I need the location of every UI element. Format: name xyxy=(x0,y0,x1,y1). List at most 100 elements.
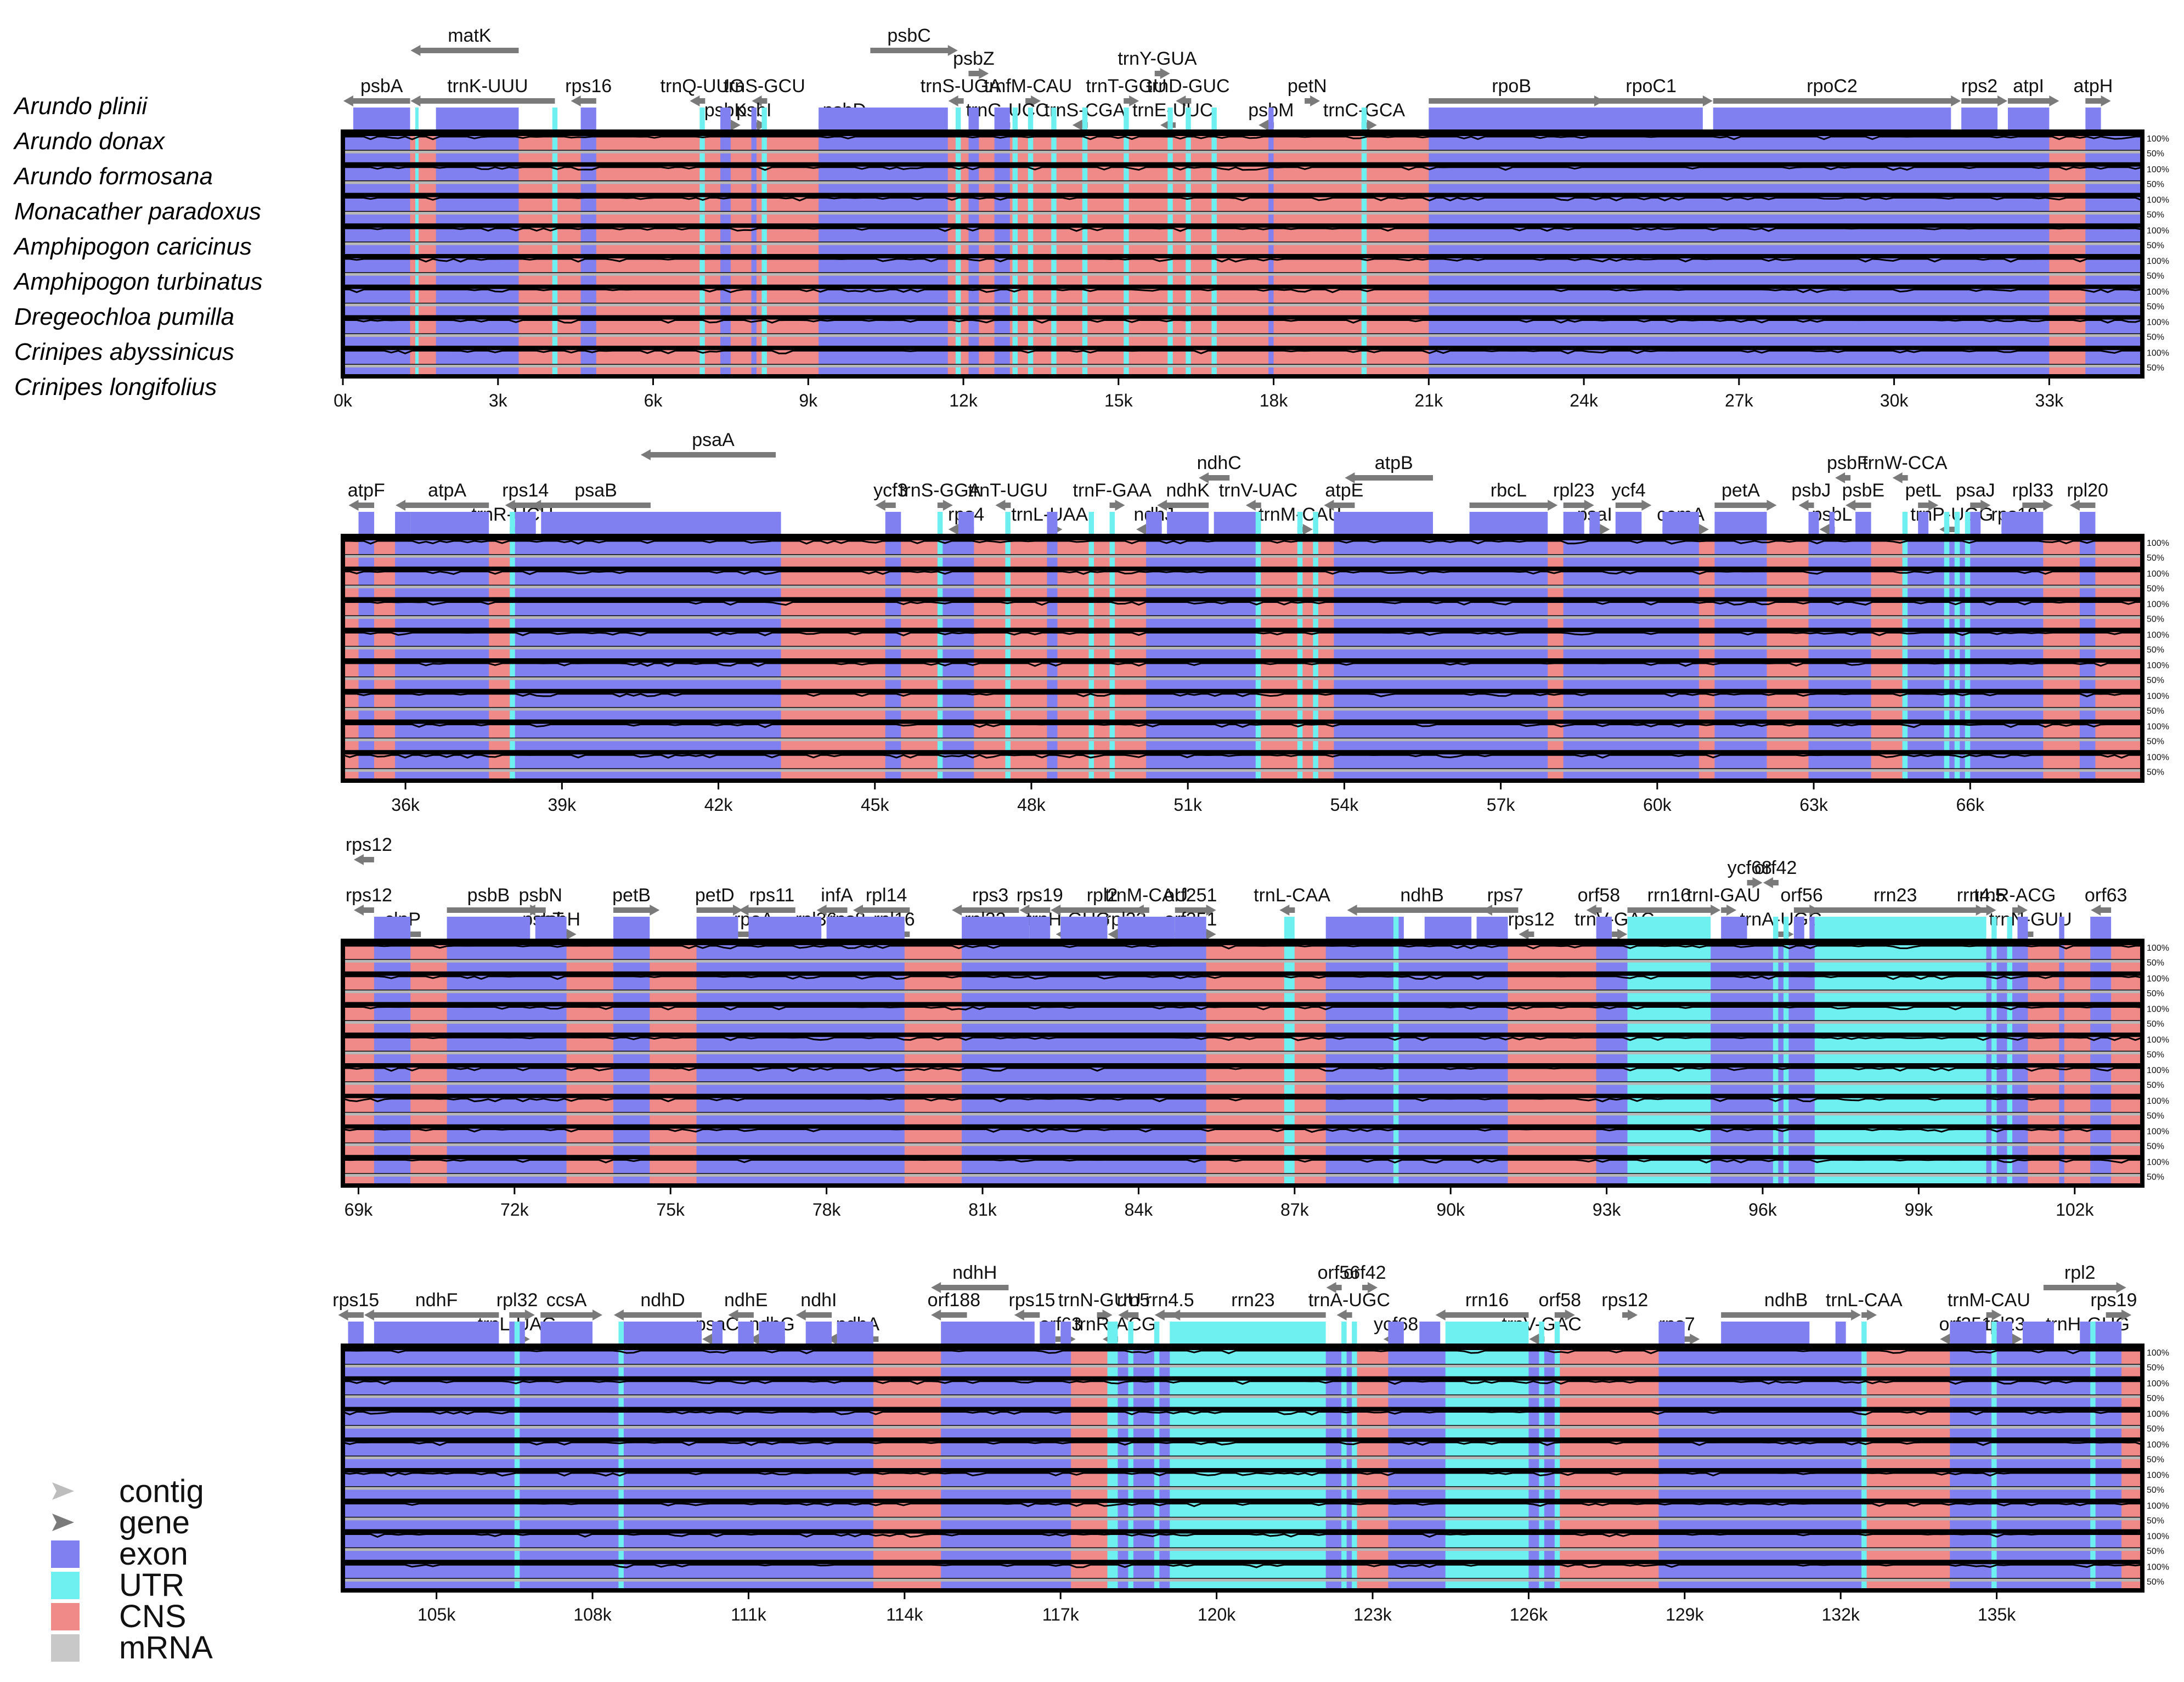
utr-feature xyxy=(1944,512,1950,536)
gene-arrow-petn xyxy=(1305,95,1320,106)
utr-feature xyxy=(552,108,558,132)
exon-feature xyxy=(2001,512,2044,536)
exon-feature xyxy=(1214,512,1261,536)
gene-label-rps15: rps15 xyxy=(332,1290,379,1311)
percent-label-50: 50% xyxy=(2147,1394,2164,1403)
legend-swatch-cns xyxy=(51,1603,80,1630)
gene-arrow-psbn xyxy=(525,905,546,916)
exon-feature xyxy=(1596,917,1612,941)
utr-feature xyxy=(2007,917,2013,941)
gene-label-rps12: rps12 xyxy=(346,834,392,855)
track-separator xyxy=(343,162,2142,167)
axis-tick-label: 123k xyxy=(1353,1605,1392,1624)
utr-feature xyxy=(1393,917,1399,941)
panel-frame xyxy=(341,1344,2145,1593)
exon-feature xyxy=(2090,917,2112,941)
conservation-profile xyxy=(342,540,2143,556)
conservation-profile xyxy=(342,975,2143,991)
gene-arrow-rps19 xyxy=(1019,905,1051,916)
gene-arrow-trnr-acg xyxy=(2012,905,2028,916)
exon-feature xyxy=(436,108,519,132)
exon-feature xyxy=(1950,1322,1987,1346)
exon-feature xyxy=(1714,512,1767,536)
profile-baseline xyxy=(343,708,2142,711)
track-separator xyxy=(343,628,2142,633)
exon-feature xyxy=(2080,1322,2122,1346)
percent-label-50: 50% xyxy=(2147,1020,2164,1029)
utr-feature xyxy=(1861,1322,1867,1346)
percent-label-100: 100% xyxy=(2147,134,2169,144)
axis-tick-label: 36k xyxy=(391,795,420,815)
percent-label-100: 100% xyxy=(2147,318,2169,328)
percent-label-50: 50% xyxy=(2147,180,2164,189)
axis-tick-label: 21k xyxy=(1415,391,1444,410)
gene-arrow-rpl32 xyxy=(509,1310,535,1320)
conservation-profile xyxy=(342,601,2143,617)
gene-arrow-trnd-guc xyxy=(1176,95,1192,106)
percent-label-100: 100% xyxy=(2147,226,2169,235)
exon-feature xyxy=(2079,512,2096,536)
axis-tick-label: 72k xyxy=(500,1200,529,1220)
axis-tick-label: 105k xyxy=(417,1605,456,1624)
gene-arrow-ycf3 xyxy=(875,500,896,511)
percent-label-50: 50% xyxy=(2147,1547,2164,1556)
gene-label-ndhb: ndhB xyxy=(1764,1290,1808,1311)
utr-feature xyxy=(1167,108,1173,132)
utr-feature xyxy=(1313,512,1318,536)
gene-label-trny-gua: trnY-GUA xyxy=(1118,48,1197,69)
percent-label-50: 50% xyxy=(2147,333,2164,342)
exon-feature xyxy=(1809,917,1815,941)
conservation-profile xyxy=(342,945,2143,961)
utr-feature xyxy=(1352,1322,1357,1346)
axis-tick-label: 3k xyxy=(489,391,508,410)
gene-arrow-orf56 xyxy=(1326,1282,1342,1293)
profile-baseline xyxy=(343,769,2142,772)
profile-baseline xyxy=(343,738,2142,742)
gene-arrow-psbz xyxy=(968,68,989,79)
gene-label-trni-gau: trnI-GAU xyxy=(1687,885,1760,906)
gene-label-matk: matK xyxy=(448,25,492,46)
profile-baseline xyxy=(343,616,2142,619)
gene-arrow-ndhd xyxy=(613,1310,702,1320)
utr-feature xyxy=(1445,1322,1529,1346)
exon-feature xyxy=(1469,512,1548,536)
axis-tick-label: 111k xyxy=(731,1605,767,1624)
gene-arrow-ndhi xyxy=(795,1310,832,1320)
gene-arrow-trnm-cau xyxy=(1986,1310,2002,1320)
gene-arrow-atpb xyxy=(1345,472,1434,483)
track-separator xyxy=(343,193,2142,197)
gene-arrow-rrn23 xyxy=(1170,1310,1326,1320)
gene-label-petd: petD xyxy=(695,885,735,906)
percent-label-50: 50% xyxy=(2147,554,2164,563)
utr-feature xyxy=(1107,1322,1118,1346)
exon-feature xyxy=(1146,512,1162,536)
utr-feature xyxy=(1297,512,1303,536)
exon-feature xyxy=(1476,917,1508,941)
gene-arrow-rpl33 xyxy=(2022,500,2053,511)
percent-label-50: 50% xyxy=(2147,707,2164,716)
track-separator xyxy=(343,658,2142,663)
gene-arrow-ycf4 xyxy=(1615,500,1652,511)
utr-feature xyxy=(1284,917,1295,941)
gene-label-ccsa: ccsA xyxy=(546,1290,587,1311)
gene-label-ndhi: ndhI xyxy=(800,1290,837,1311)
gene-label-psba: psbA xyxy=(360,76,403,97)
percent-label-100: 100% xyxy=(2147,196,2169,205)
percent-label-100: 100% xyxy=(2147,1158,2169,1167)
species-label-monacather-paradoxus: Monacather paradoxus xyxy=(14,198,261,225)
panel-4: rps15ndhFtrnL-UAGrpl32ccsAndhDpsaCndhEnd… xyxy=(332,1262,2169,1624)
track-separator xyxy=(343,346,2142,351)
percent-label-50: 50% xyxy=(2147,1516,2164,1526)
panel-frame xyxy=(341,129,2145,379)
gene-arrow-trna-ugc xyxy=(1336,1310,1352,1320)
gene-arrow-ndhk xyxy=(1157,500,1209,511)
conservation-profile xyxy=(342,571,2143,586)
gene-label-trnm-cau: trnM-CAU xyxy=(1948,1290,2030,1311)
gene-arrow-orf251 xyxy=(1175,905,1216,916)
gene-label-rps19: rps19 xyxy=(1017,885,1063,906)
gene-label-ndhf: ndhF xyxy=(415,1290,458,1311)
gene-label-rpoc2: rpoC2 xyxy=(1807,76,1858,97)
gene-arrow-rps19 xyxy=(2106,1310,2132,1320)
track-separator xyxy=(343,597,2142,602)
